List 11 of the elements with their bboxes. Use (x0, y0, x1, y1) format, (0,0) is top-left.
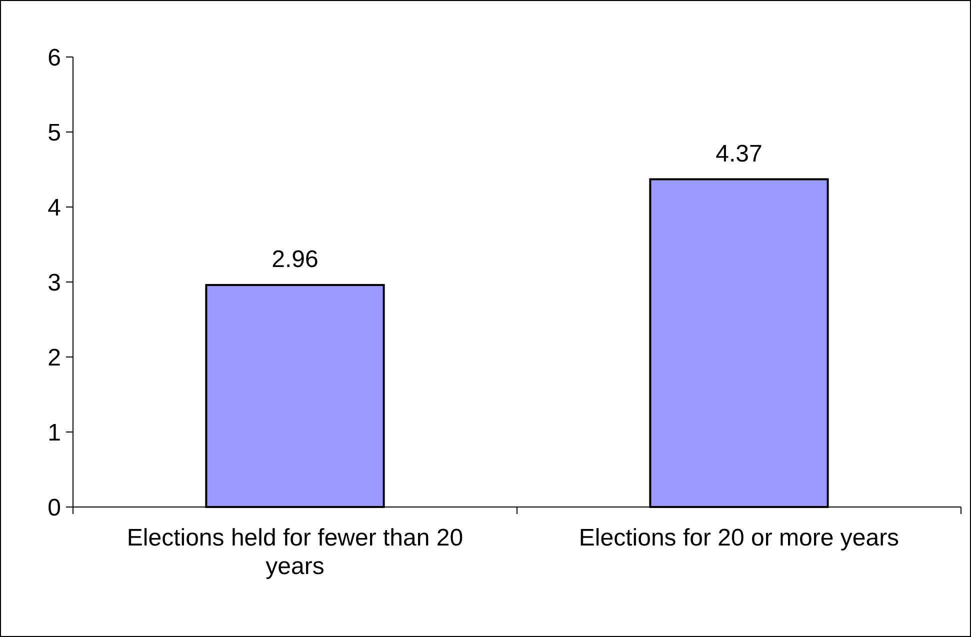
y-tick-label: 5 (48, 119, 61, 146)
y-tick-label: 1 (48, 419, 61, 446)
y-tick-label: 0 (48, 494, 61, 522)
y-tick-label: 3 (48, 269, 61, 296)
data-label: 4.37 (716, 140, 762, 168)
y-tick-label: 2 (48, 344, 61, 372)
y-tick-label: 4 (48, 194, 61, 222)
data-label: 2.96 (272, 246, 318, 273)
x-tick-label: Elections held for fewer than 20 years (126, 524, 464, 580)
y-tick-label: 6 (48, 44, 61, 72)
x-tick-label: Elections for 20 or more years (578, 524, 900, 552)
